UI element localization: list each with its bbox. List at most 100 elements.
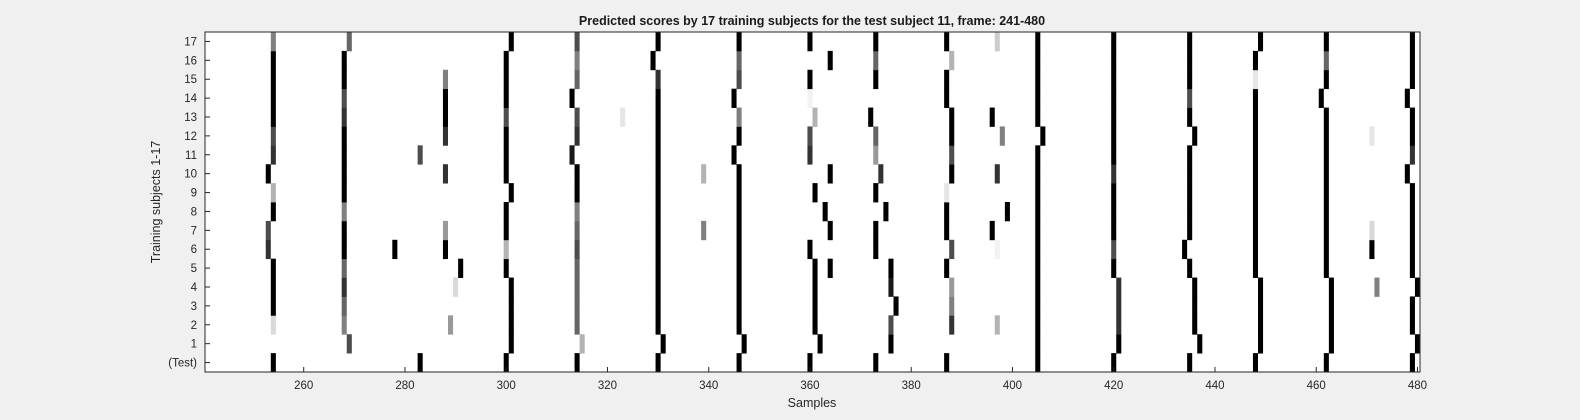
heatmap-cell: [1035, 202, 1041, 222]
heatmap-cell: [1323, 69, 1329, 90]
heatmap-cell: [448, 315, 454, 335]
heatmap-cell: [453, 277, 459, 297]
heatmap-cell: [1409, 220, 1415, 241]
heatmap-cell: [503, 353, 509, 373]
heatmap-cell: [1187, 50, 1193, 71]
heatmap-cell: [1035, 183, 1041, 203]
heatmap-cell: [341, 126, 347, 146]
y-tick-label: 3: [191, 301, 197, 313]
heatmap-cell: [655, 239, 661, 260]
heatmap-cell: [736, 220, 742, 241]
heatmap-cell: [827, 220, 833, 241]
y-tick-label: (Test): [168, 358, 197, 370]
heatmap-cell: [873, 239, 879, 260]
heatmap-cell: [341, 258, 347, 278]
heatmap-cell: [574, 32, 580, 52]
heatmap-cell: [1187, 69, 1193, 90]
heatmap-cell: [1035, 239, 1041, 260]
heatmap-cell: [270, 126, 276, 146]
heatmap-cell: [346, 32, 352, 52]
heatmap-cell: [1258, 277, 1264, 297]
heatmap-cell: [1258, 315, 1264, 335]
heatmap-cell: [1192, 126, 1198, 146]
heatmap-cell: [1318, 88, 1324, 108]
heatmap-cell: [574, 353, 580, 373]
heatmap-cell: [1252, 239, 1258, 260]
heatmap-cell: [579, 334, 585, 354]
heatmap-cell: [574, 202, 580, 222]
heatmap-cell: [341, 50, 347, 71]
heatmap-cell: [270, 50, 276, 71]
heatmap-cell: [736, 183, 742, 203]
heatmap-cell: [1252, 145, 1258, 165]
heatmap-cell: [1182, 239, 1188, 260]
heatmap-cell: [1035, 164, 1041, 184]
heatmap-cell: [341, 88, 347, 108]
heatmap-cell: [873, 220, 879, 241]
heatmap-cell: [1323, 32, 1329, 52]
heatmap-cell: [1192, 296, 1198, 316]
heatmap-cell: [1187, 88, 1193, 108]
heatmap-cell: [270, 32, 276, 52]
heatmap-cell: [944, 88, 950, 108]
y-tick-label: 8: [191, 206, 197, 218]
heatmap-cell: [1111, 69, 1117, 90]
heatmap-cell: [1409, 353, 1415, 373]
heatmap-cell: [731, 145, 737, 165]
heatmap-cell: [1116, 315, 1122, 335]
heatmap-cell: [655, 107, 661, 127]
y-axis-label: Training subjects 1-17: [149, 141, 163, 264]
heatmap-cell: [994, 239, 1000, 260]
heatmap-cell: [1323, 353, 1329, 373]
heatmap-cell: [1414, 334, 1420, 354]
heatmap-cell: [1409, 202, 1415, 222]
heatmap-cell: [1369, 126, 1375, 146]
heatmap-cell: [1252, 88, 1258, 108]
heatmap-cell: [812, 315, 818, 335]
heatmap-cell: [812, 296, 818, 316]
x-tick-label: 440: [1205, 380, 1224, 392]
heatmap-cell: [1252, 183, 1258, 203]
heatmap-cell: [341, 69, 347, 90]
heatmap-cell: [503, 164, 509, 184]
heatmap-cell: [655, 32, 661, 52]
heatmap-cell: [807, 126, 813, 146]
heatmap-cell: [1409, 296, 1415, 316]
heatmap-cell: [822, 202, 828, 222]
x-tick-label: 460: [1307, 380, 1326, 392]
heatmap-cell: [736, 296, 742, 316]
y-tick-label: 2: [191, 320, 197, 332]
heatmap-cell: [508, 296, 514, 316]
heatmap-cell: [1111, 202, 1117, 222]
heatmap-cell: [812, 258, 818, 278]
heatmap-cell: [1192, 315, 1198, 335]
heatmap-cell: [655, 353, 661, 373]
heatmap-cell: [1323, 239, 1329, 260]
heatmap-cell: [949, 296, 955, 316]
heatmap-cell: [503, 126, 509, 146]
heatmap-cell: [655, 88, 661, 108]
heatmap-cell: [827, 164, 833, 184]
heatmap-cell: [807, 32, 813, 52]
heatmap-cell: [574, 220, 580, 241]
heatmap-cell: [574, 315, 580, 335]
heatmap-cell: [442, 126, 448, 146]
heatmap-cell: [574, 50, 580, 71]
heatmap-cell: [655, 145, 661, 165]
x-tick-label: 420: [1104, 380, 1123, 392]
heatmap-cell: [1323, 183, 1329, 203]
heatmap-cell: [944, 32, 950, 52]
heatmap-cell: [1323, 202, 1329, 222]
heatmap-cell: [878, 164, 884, 184]
x-tick-label: 360: [800, 380, 819, 392]
heatmap-cell: [458, 258, 464, 278]
heatmap-cell: [1369, 220, 1375, 241]
heatmap-cell: [807, 69, 813, 90]
heatmap-cell: [736, 277, 742, 297]
heatmap-cell: [736, 164, 742, 184]
heatmap-cell: [1252, 353, 1258, 373]
heatmap-cell: [1035, 88, 1041, 108]
heatmap-cell: [807, 88, 813, 108]
